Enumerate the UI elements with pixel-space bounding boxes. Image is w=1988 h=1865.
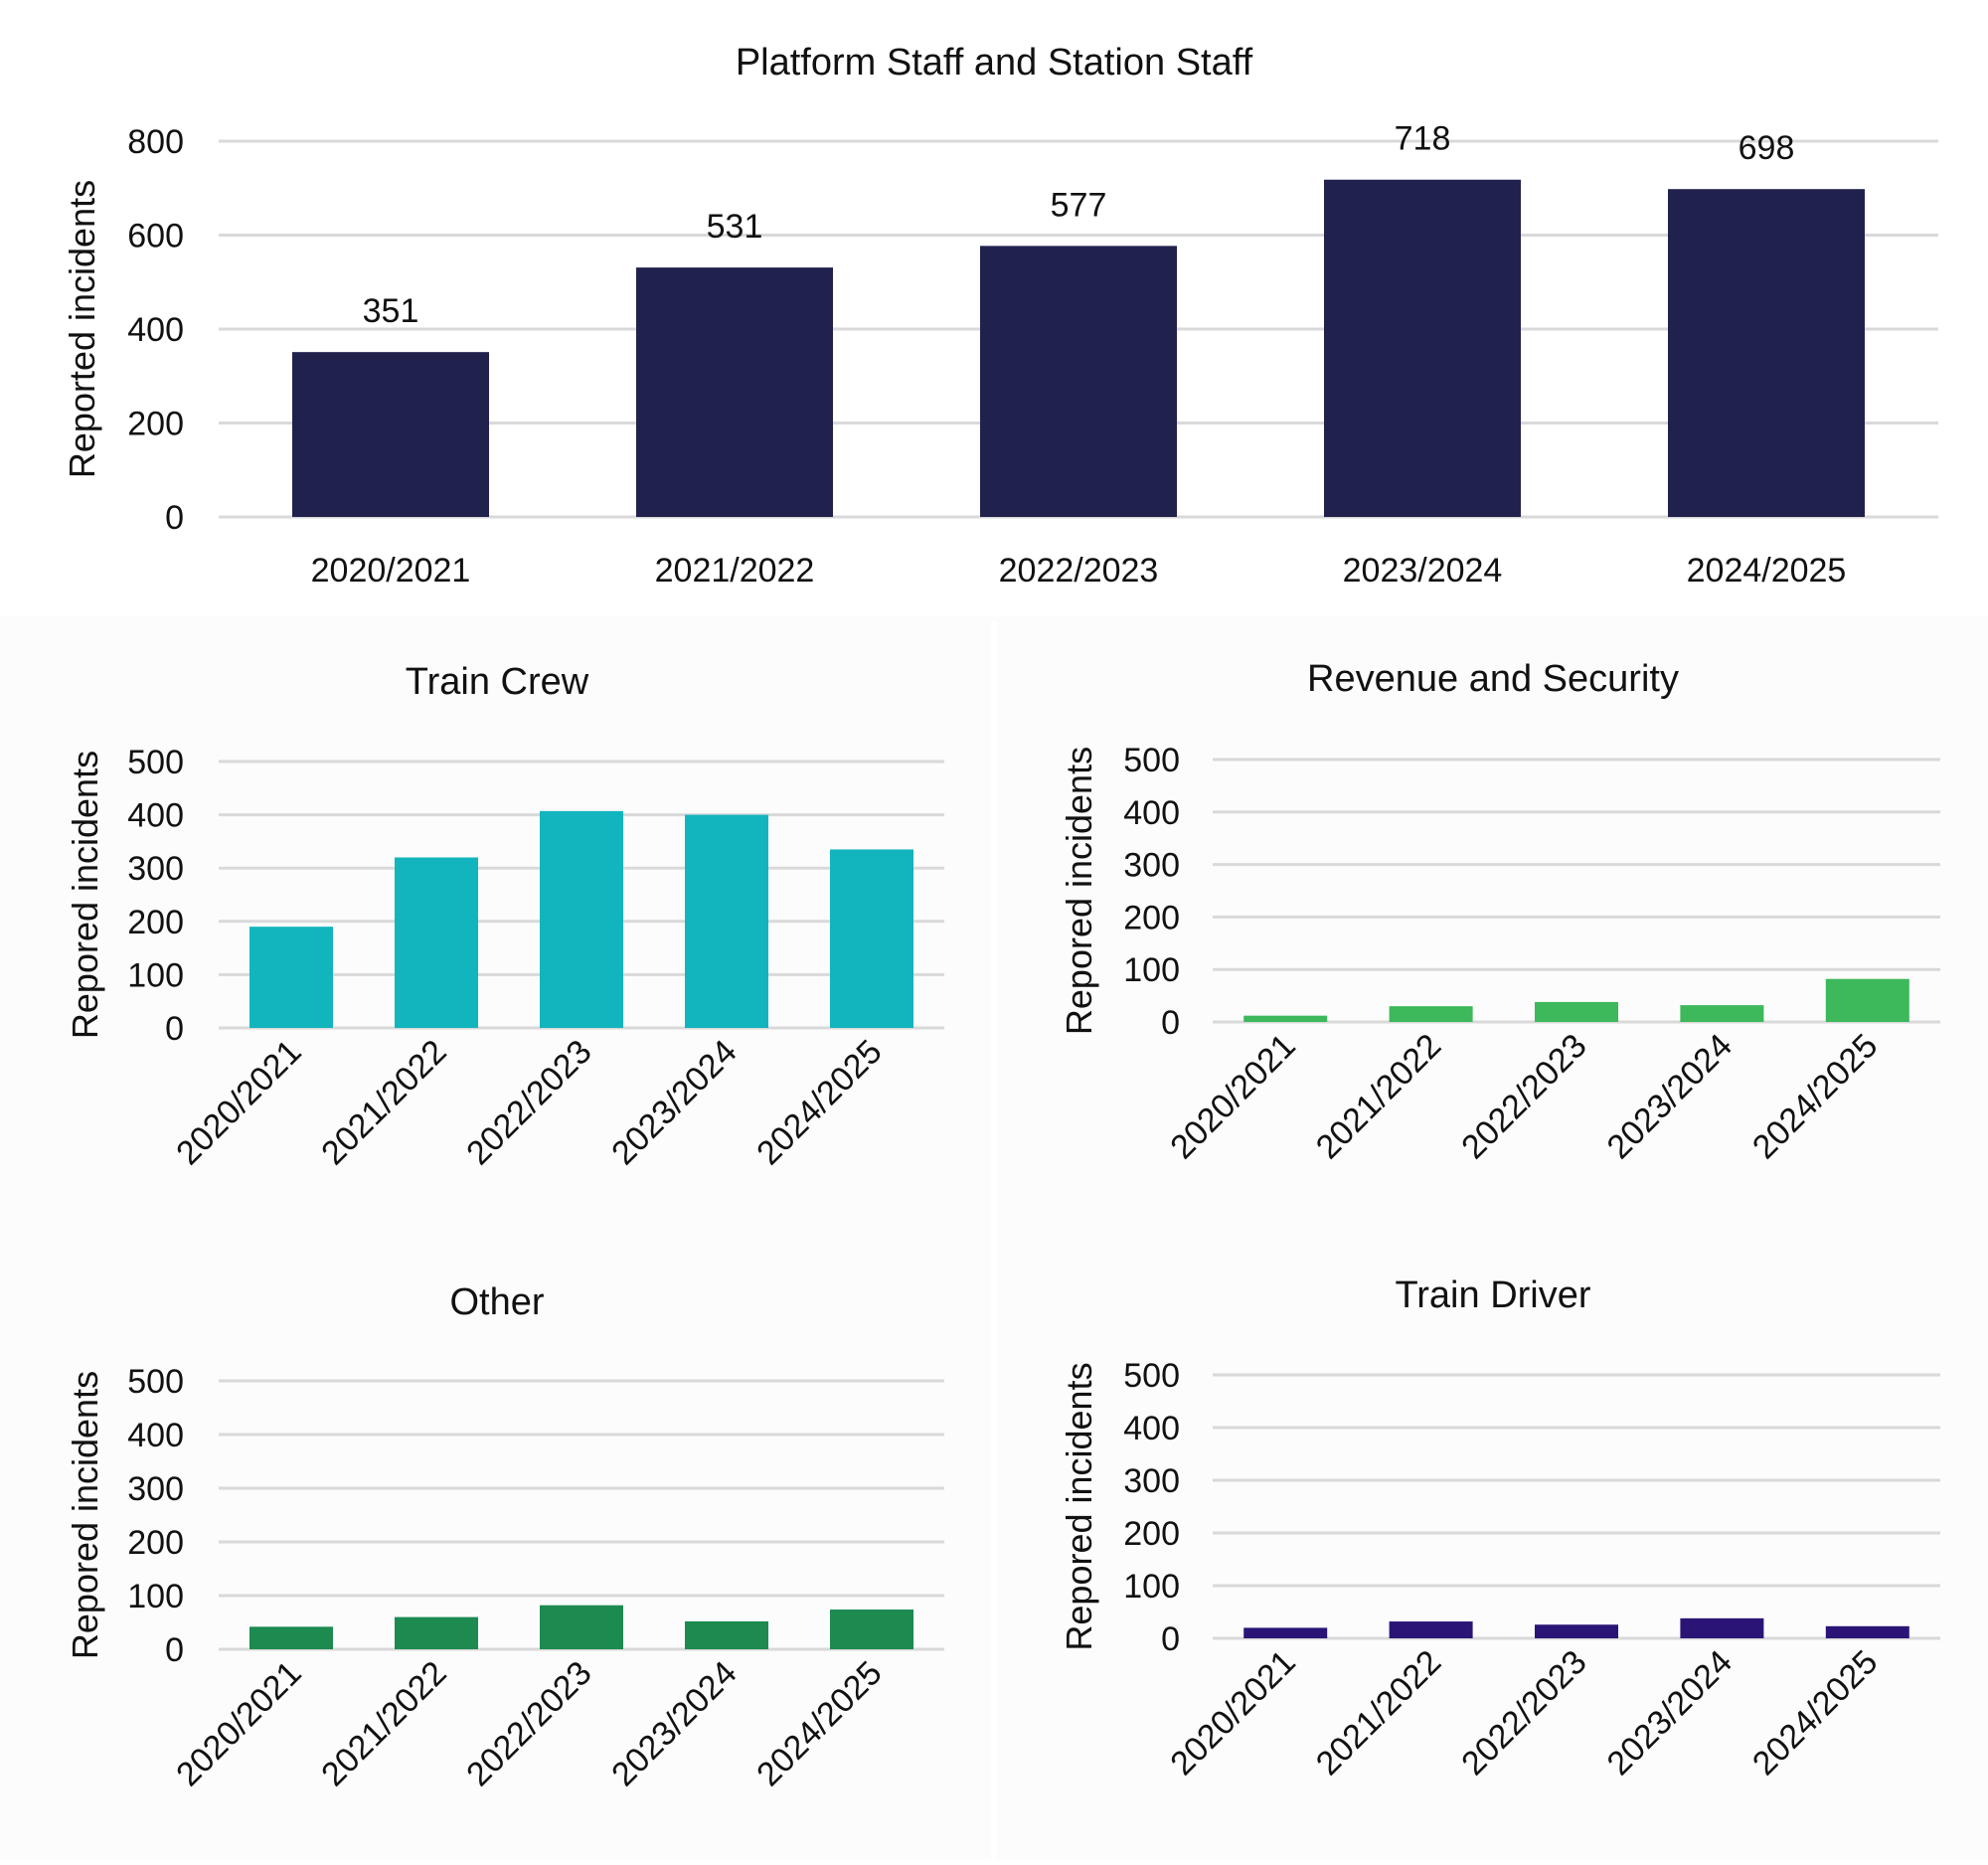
bar (1389, 1621, 1473, 1638)
y-axis-label: Repored incidents (65, 751, 105, 1039)
bar (395, 1616, 478, 1649)
y-tick-label: 400 (127, 311, 184, 349)
bar (1535, 1624, 1618, 1638)
y-tick-label: 100 (1123, 1568, 1180, 1606)
bar (1324, 179, 1521, 517)
data-label: 718 (1395, 120, 1451, 158)
data-label: 577 (1051, 186, 1107, 224)
y-tick-label: 300 (1123, 1462, 1180, 1500)
y-tick-label: 200 (127, 904, 184, 941)
bar (685, 1620, 768, 1649)
bar (249, 1626, 333, 1649)
y-tick-label: 500 (1123, 742, 1180, 779)
bar (540, 1605, 623, 1649)
y-tick-label: 0 (165, 499, 184, 537)
bar (1680, 1005, 1764, 1022)
y-axis-label: Repored incidents (1059, 1362, 1099, 1650)
x-tick-label: 2024/2025 (1687, 552, 1847, 590)
bar (1668, 189, 1865, 517)
y-tick-label: 500 (127, 1363, 184, 1401)
y-tick-label: 100 (127, 956, 184, 994)
data-label: 698 (1739, 129, 1795, 167)
y-tick-label: 500 (1123, 1357, 1180, 1395)
bar (1535, 1001, 1618, 1022)
y-tick-label: 500 (127, 744, 184, 781)
bar (1243, 1627, 1328, 1638)
bar (292, 352, 489, 517)
bar (1243, 1015, 1328, 1022)
bar (830, 1610, 913, 1649)
y-tick-label: 400 (127, 797, 184, 835)
x-tick-label: 2020/2021 (311, 552, 471, 590)
y-tick-label: 800 (127, 123, 184, 161)
y-tick-label: 300 (1123, 847, 1180, 885)
chart-title: Train Driver (1395, 1274, 1590, 1316)
chart-panel-1: Platform Staff and Station Staff 0 200 400 6… (62, 42, 1938, 590)
y-tick-label: 300 (127, 1470, 184, 1508)
y-axis-label: Repored incidents (65, 1371, 105, 1659)
bar (1389, 1006, 1473, 1022)
bar (395, 857, 478, 1028)
bar (249, 927, 333, 1028)
x-tick-label: 2023/2024 (1343, 552, 1503, 590)
chart-title: Other (449, 1281, 544, 1323)
bar (1825, 1625, 1909, 1638)
bar (540, 810, 623, 1028)
x-tick-label: 2021/2022 (655, 552, 815, 590)
data-label: 531 (707, 208, 763, 246)
y-tick-label: 400 (1123, 1410, 1180, 1447)
y-axis-label: Repored incidents (1059, 747, 1099, 1035)
y-tick-label: 200 (1123, 899, 1180, 936)
y-tick-label: 100 (127, 1578, 184, 1615)
chart-title: Platform Staff and Station Staff (736, 42, 1253, 84)
y-tick-label: 0 (1161, 1620, 1180, 1658)
data-label: 351 (363, 292, 419, 330)
y-tick-label: 300 (127, 850, 184, 888)
chart-title: Revenue and Security (1307, 658, 1679, 700)
bar (830, 849, 913, 1028)
bar (980, 246, 1177, 517)
x-tick-label: 2022/2023 (999, 552, 1159, 590)
bar (1825, 978, 1909, 1022)
bar (636, 267, 833, 517)
y-tick-label: 400 (1123, 794, 1180, 832)
y-tick-label: 200 (1123, 1515, 1180, 1553)
y-tick-label: 200 (127, 406, 184, 443)
y-tick-label: 200 (127, 1524, 184, 1562)
y-axis-label: Reported incidents (62, 180, 102, 478)
y-tick-label: 0 (1161, 1004, 1180, 1042)
y-tick-label: 400 (127, 1417, 184, 1454)
y-tick-label: 0 (165, 1010, 184, 1048)
chart-title: Train Crew (406, 661, 589, 703)
y-tick-label: 600 (127, 218, 184, 255)
bar (1680, 1617, 1764, 1638)
y-tick-label: 100 (1123, 951, 1180, 989)
y-tick-label: 0 (165, 1631, 184, 1669)
bar (685, 814, 768, 1028)
